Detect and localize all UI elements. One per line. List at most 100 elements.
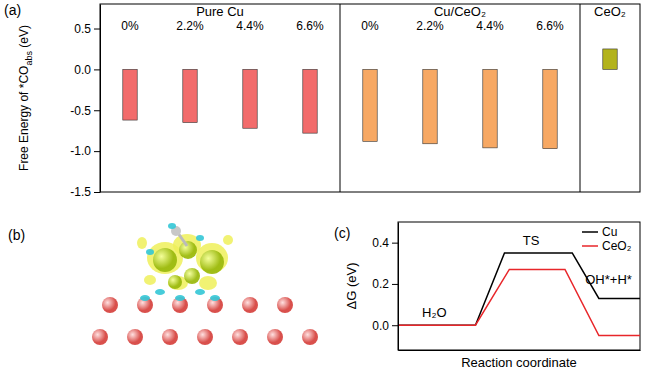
atom-o xyxy=(232,329,248,345)
category-axis: 0%2.2%4.4%6.6%0%2.2%4.4%6.6% xyxy=(121,19,564,33)
tick-label: -1.5 xyxy=(70,185,91,199)
panel-label: (a) xyxy=(4,2,21,18)
tick: 6.6% xyxy=(296,19,324,33)
bar xyxy=(423,69,437,143)
bar xyxy=(363,69,377,141)
lines xyxy=(398,253,640,336)
atom-cu xyxy=(168,275,182,289)
category-label: 0% xyxy=(361,19,379,33)
tick: 0.5 xyxy=(74,22,100,36)
group-label: Pure Cu xyxy=(196,4,244,19)
tick-mark xyxy=(94,110,100,111)
tick: 0.2 xyxy=(372,277,398,291)
annotation: H₂O xyxy=(422,305,447,320)
bar xyxy=(303,69,317,133)
tick-mark xyxy=(392,243,398,244)
tick-mark xyxy=(94,29,100,30)
axis-title-part: (eV) xyxy=(17,25,31,51)
charge-accumulation xyxy=(144,275,156,285)
tick-label: 0.4 xyxy=(372,236,389,250)
tick: 4.4% xyxy=(476,19,504,33)
plot-frame xyxy=(100,4,640,192)
annotation: OH*+H* xyxy=(585,272,632,287)
charge-depletion xyxy=(175,295,185,301)
charge-accumulation xyxy=(199,276,217,290)
atom-cu xyxy=(179,241,197,259)
series-line xyxy=(398,269,640,335)
group-label: CeO₂ xyxy=(594,4,626,19)
atom-cu xyxy=(184,268,200,284)
legend: CuCeO₂ xyxy=(582,225,632,253)
charge-depletion xyxy=(196,235,204,241)
bar xyxy=(123,69,137,120)
bar xyxy=(603,49,617,69)
bar xyxy=(243,69,257,128)
charge-depletion xyxy=(140,295,150,301)
atom-o xyxy=(277,297,293,313)
tick: 0% xyxy=(121,19,139,33)
tick: -0.5 xyxy=(70,104,100,118)
panel-a: Pure CuCu/CeO₂CeO₂0%2.2%4.4%6.6%0%2.2%4.… xyxy=(4,2,640,199)
tick-mark xyxy=(94,151,100,152)
atom-o xyxy=(102,297,118,313)
tick: 0.0 xyxy=(74,63,100,77)
legend-label: Cu xyxy=(602,225,617,239)
bar xyxy=(543,69,557,148)
category-label: 6.6% xyxy=(296,19,324,33)
legend-label: CeO₂ xyxy=(602,239,632,253)
charge-accumulation xyxy=(137,237,147,249)
annotation: TS xyxy=(523,233,540,248)
tick: 0% xyxy=(361,19,379,33)
tick-mark xyxy=(392,325,398,326)
tick-label: 0.5 xyxy=(74,22,91,36)
bar xyxy=(483,69,497,147)
tick: 2.2% xyxy=(176,19,204,33)
axis-line xyxy=(100,5,101,193)
tick-label: -1.0 xyxy=(70,144,91,158)
tick-mark xyxy=(392,284,398,285)
figure: Pure CuCu/CeO₂CeO₂0%2.2%4.4%6.6%0%2.2%4.… xyxy=(0,0,654,384)
panel-b: (b) xyxy=(8,223,318,345)
atom-o xyxy=(267,329,283,345)
category-label: 0% xyxy=(121,19,139,33)
tick-label: 0.2 xyxy=(372,277,389,291)
axis-line xyxy=(399,350,641,351)
panel-label: (b) xyxy=(8,227,25,243)
axis-title-part: abs xyxy=(24,51,34,66)
atom-o xyxy=(197,329,213,345)
group-divider xyxy=(580,4,581,192)
legend-swatch xyxy=(582,245,598,247)
axis-title: Free Energy of *COabs (eV) xyxy=(17,25,34,171)
atom-cu xyxy=(200,250,224,274)
charge-depletion xyxy=(155,289,165,295)
atom-cu xyxy=(153,248,177,272)
tick: 0.4 xyxy=(372,236,398,250)
atom-o xyxy=(162,329,178,345)
panel-label: (c) xyxy=(334,225,350,241)
axis-title-part: Free Energy of *CO xyxy=(17,66,31,171)
x-axis xyxy=(399,350,641,351)
bond xyxy=(178,233,187,246)
atom-o xyxy=(92,329,108,345)
group-divider xyxy=(340,4,341,192)
charge-accumulation xyxy=(223,235,233,245)
tick: 2.2% xyxy=(416,19,444,33)
atom-o xyxy=(242,297,258,313)
y-axis: 0.0 0.2 0.4 xyxy=(372,223,398,351)
plot-frame xyxy=(398,222,640,350)
tick: 6.6% xyxy=(536,19,564,33)
atom-o xyxy=(127,329,143,345)
tick-label: -0.5 xyxy=(70,104,91,118)
charge-depletion xyxy=(210,295,220,301)
bars xyxy=(123,49,617,149)
bar xyxy=(183,69,197,122)
charge-depletion xyxy=(146,249,154,255)
charge-depletion xyxy=(168,223,176,229)
legend-swatch xyxy=(582,231,598,233)
category-label: 2.2% xyxy=(176,19,204,33)
series-line xyxy=(398,253,640,325)
tick: 0.0 xyxy=(372,319,398,333)
category-label: 4.4% xyxy=(476,19,504,33)
tick: -1.0 xyxy=(70,144,100,158)
axis-line xyxy=(398,223,399,351)
